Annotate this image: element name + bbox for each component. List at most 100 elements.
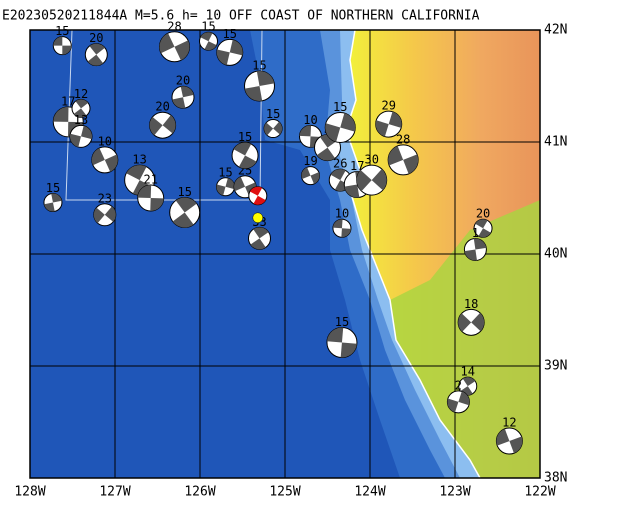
ball-quadrant	[216, 184, 226, 196]
ball-quadrant	[471, 312, 485, 332]
lat-label: 41N	[544, 135, 567, 150]
lat-label: 38N	[544, 471, 567, 486]
ball-quadrant	[73, 108, 87, 118]
beachball	[387, 144, 419, 176]
ball-quadrant	[137, 185, 152, 198]
title: E20230520211844A M=5.6 h= 10 OFF COAST O…	[2, 9, 480, 24]
ball-quadrant	[70, 133, 81, 148]
depth-label: 15	[223, 27, 237, 41]
depth-label: 17	[61, 94, 75, 108]
depth-label: 10	[335, 207, 349, 221]
depth-label: 12	[502, 416, 516, 430]
ball-quadrant	[464, 249, 477, 261]
ball-quadrant	[371, 168, 387, 191]
depth-label: 1	[472, 226, 479, 240]
beachball	[446, 390, 470, 414]
beachball	[216, 177, 235, 197]
ball-quadrant	[458, 313, 472, 332]
ball-quadrant	[229, 39, 243, 56]
ball-quadrant	[44, 202, 55, 212]
ball-quadrant	[162, 115, 176, 134]
beachball	[248, 226, 271, 250]
ball-quadrant	[233, 142, 252, 156]
depth-label: 15	[177, 185, 191, 199]
lon-label: 127W	[99, 485, 130, 500]
beachball	[324, 111, 356, 143]
ball-quadrant	[299, 125, 312, 137]
ball-quadrant	[301, 167, 311, 180]
ball-quadrant	[256, 70, 275, 86]
depth-label: 13	[132, 153, 146, 167]
ball-quadrant	[327, 327, 344, 343]
depth-label: 10	[303, 113, 317, 127]
beachball	[463, 238, 487, 262]
ball-quadrant	[174, 40, 190, 61]
lon-label: 125W	[269, 485, 300, 500]
ball-quadrant	[204, 41, 217, 51]
lon-label: 122W	[524, 485, 555, 500]
map-frame	[29, 29, 541, 479]
depth-label: 10	[98, 134, 112, 148]
depth-label: 20	[476, 207, 490, 221]
beachball	[473, 218, 493, 238]
lat-label: 40N	[544, 247, 567, 262]
depth-label: 28	[396, 132, 410, 146]
depth-label: 20	[155, 100, 169, 114]
beachball	[457, 308, 485, 336]
beachball	[84, 43, 108, 67]
lon-label: 128W	[14, 485, 45, 500]
ball-quadrant	[75, 99, 89, 109]
beachball	[171, 85, 195, 109]
lat-label: 42N	[544, 23, 567, 38]
ball-quadrant	[388, 111, 402, 128]
depth-label: 12	[74, 87, 88, 101]
ball-quadrant	[234, 176, 246, 192]
ball-quadrant	[150, 198, 164, 211]
ball-quadrant	[175, 197, 197, 213]
lon-label: 126W	[184, 485, 215, 500]
beachball	[263, 119, 283, 139]
ball-quadrant	[253, 227, 269, 239]
depth-label: 14	[461, 365, 475, 379]
beachball	[231, 141, 259, 169]
depth-label: 15	[333, 100, 347, 114]
depth-label: 20	[176, 74, 190, 88]
beachball	[301, 166, 320, 186]
beachball	[169, 197, 201, 229]
ball-quadrant	[473, 238, 487, 250]
beachball	[244, 70, 275, 102]
depth-label: 13	[74, 113, 88, 127]
lon-label: 123W	[439, 485, 470, 500]
depth-label: 15	[55, 24, 69, 38]
ball-quadrant	[249, 186, 263, 196]
ball-quadrant	[344, 184, 360, 198]
ball-quadrant	[244, 86, 263, 101]
beachball	[375, 110, 403, 138]
ball-quadrant	[316, 147, 336, 161]
ball-quadrant	[478, 228, 491, 238]
ball-quadrant	[91, 148, 105, 166]
depth-label: 30	[364, 153, 378, 167]
ball-quadrant	[341, 228, 351, 238]
lon-label: 124W	[354, 485, 385, 500]
beachball	[71, 98, 91, 118]
ball-quadrant	[458, 391, 470, 406]
lat-label: 39N	[544, 359, 567, 374]
beachball	[149, 111, 177, 139]
depth-label: 26	[333, 157, 347, 171]
depth-label: 29	[381, 99, 395, 113]
ball-quadrant	[225, 178, 235, 190]
ball-quadrant	[238, 155, 257, 169]
beachball	[52, 36, 72, 56]
ball-quadrant	[53, 106, 69, 122]
epicenter	[252, 212, 264, 224]
beachball	[216, 38, 244, 66]
ball-quadrant	[325, 123, 341, 142]
depth-label: 23	[98, 191, 112, 205]
depth-label: 21	[143, 173, 157, 187]
beachball	[137, 184, 165, 212]
depth-label: 15	[238, 130, 252, 144]
ball-quadrant	[93, 207, 105, 224]
ball-quadrant	[264, 122, 274, 136]
